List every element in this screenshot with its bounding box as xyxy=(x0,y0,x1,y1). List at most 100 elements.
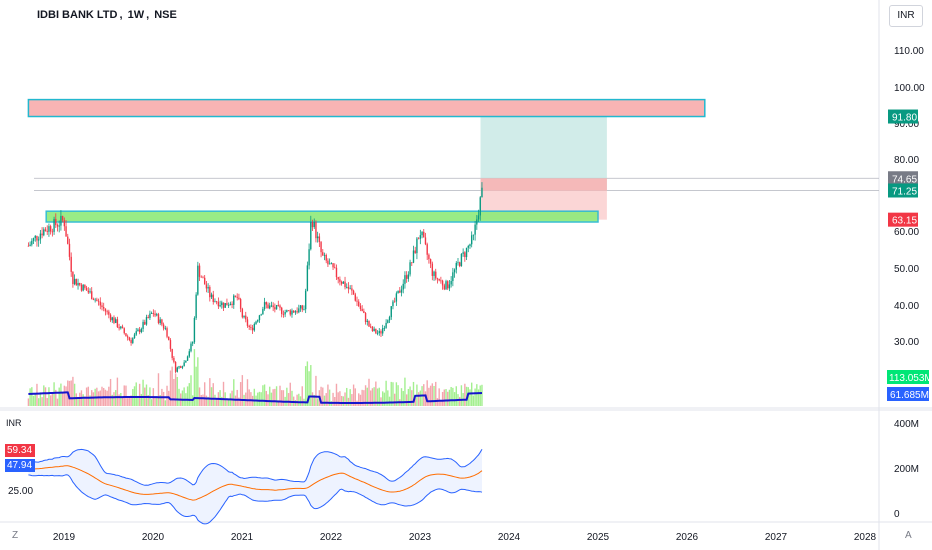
candle-body xyxy=(79,282,81,285)
volume-bar xyxy=(368,378,370,406)
volume-bar xyxy=(281,390,283,406)
candle-body xyxy=(180,366,182,368)
candle-body xyxy=(452,272,454,282)
volume-bar xyxy=(147,395,149,406)
volume-bar xyxy=(63,385,66,406)
candle-body xyxy=(423,231,425,238)
candle-body xyxy=(48,226,50,232)
candle-body xyxy=(298,308,300,313)
volume-bar xyxy=(450,386,452,406)
volume-bar xyxy=(392,382,394,406)
candle-body xyxy=(282,313,285,315)
volume-bar xyxy=(113,392,115,406)
candle-body xyxy=(231,303,233,305)
candle-body xyxy=(383,327,386,329)
candle-body xyxy=(284,311,286,315)
volume-bar xyxy=(257,392,259,406)
volume-bar xyxy=(37,398,40,406)
candle-body xyxy=(371,326,374,332)
volume-bar xyxy=(106,390,108,406)
candle-body xyxy=(221,302,223,306)
candle-body xyxy=(316,236,319,239)
candle-body xyxy=(322,252,324,256)
candle-body xyxy=(97,300,100,302)
volume-bar xyxy=(397,385,399,406)
volume-bar xyxy=(126,398,129,406)
volume-bar xyxy=(464,383,466,406)
volume-bar xyxy=(316,398,319,406)
volume-bar xyxy=(349,389,351,406)
exchange-label: NSE xyxy=(154,9,177,21)
candle-body xyxy=(407,274,410,279)
candle-body xyxy=(96,299,98,301)
auto-scale-button[interactable]: A xyxy=(905,530,912,541)
volume-bar xyxy=(183,387,185,406)
candle-body xyxy=(414,250,416,254)
candle-body xyxy=(82,284,84,291)
candle-body xyxy=(281,307,283,314)
candle-body xyxy=(209,287,211,298)
candle-body xyxy=(214,301,216,303)
price-badge-label: 74.65 xyxy=(892,174,917,185)
candle-body xyxy=(145,317,148,325)
candle-body xyxy=(368,320,370,327)
candle-body xyxy=(186,356,189,361)
candle-body xyxy=(450,281,452,285)
price-tick-label: 80.00 xyxy=(894,155,919,166)
candle-body xyxy=(77,282,79,286)
volume-bar xyxy=(214,394,216,406)
volume-bar xyxy=(250,392,252,406)
candle-body xyxy=(101,305,103,308)
candle-body xyxy=(166,328,168,337)
volume-bar xyxy=(352,384,355,406)
candle-body xyxy=(400,289,403,293)
candle-body xyxy=(65,226,67,237)
volume-bar xyxy=(363,390,365,406)
candle-body xyxy=(185,360,187,363)
candle-body xyxy=(198,265,201,277)
candle-body xyxy=(253,323,256,331)
candle-body xyxy=(210,294,213,298)
volume-bar xyxy=(385,380,387,406)
candle-body xyxy=(359,305,362,309)
candle-body xyxy=(113,317,115,323)
candle-body xyxy=(63,220,66,227)
volume-bar xyxy=(335,383,338,406)
candle-body xyxy=(34,235,36,239)
volume-badge xyxy=(887,370,929,384)
volume-bar xyxy=(154,397,156,406)
candle-body xyxy=(388,317,391,321)
candle-body xyxy=(301,305,303,310)
candle-body xyxy=(457,262,459,264)
volume-bar xyxy=(56,398,59,406)
candle-body xyxy=(147,317,149,318)
volume-bar xyxy=(313,394,315,406)
candle-body xyxy=(111,317,113,321)
candle-body xyxy=(55,218,57,226)
zoom-reset-button[interactable]: Z xyxy=(12,530,19,541)
candle-body xyxy=(178,366,180,368)
candle-body xyxy=(190,343,192,352)
candle-body xyxy=(36,235,38,241)
candle-body xyxy=(205,284,208,289)
candle-body xyxy=(378,331,380,333)
candle-body xyxy=(135,331,137,335)
volume-bar xyxy=(359,394,362,406)
volume-bar xyxy=(332,392,334,406)
volume-bar xyxy=(477,389,480,406)
lower-band-line xyxy=(28,474,483,525)
candle-body xyxy=(436,278,439,280)
volume-bar xyxy=(298,393,300,406)
candle-body xyxy=(405,275,408,279)
candle-body xyxy=(246,319,249,326)
volume-bar xyxy=(481,384,483,406)
candle-body xyxy=(123,328,125,334)
currency-button[interactable]: INR xyxy=(889,5,923,27)
candle-body xyxy=(159,319,161,324)
candle-body xyxy=(133,334,136,339)
volume-bar xyxy=(79,392,81,406)
candle-body xyxy=(289,310,291,315)
candle-body xyxy=(181,366,184,368)
candle-body xyxy=(381,328,384,334)
